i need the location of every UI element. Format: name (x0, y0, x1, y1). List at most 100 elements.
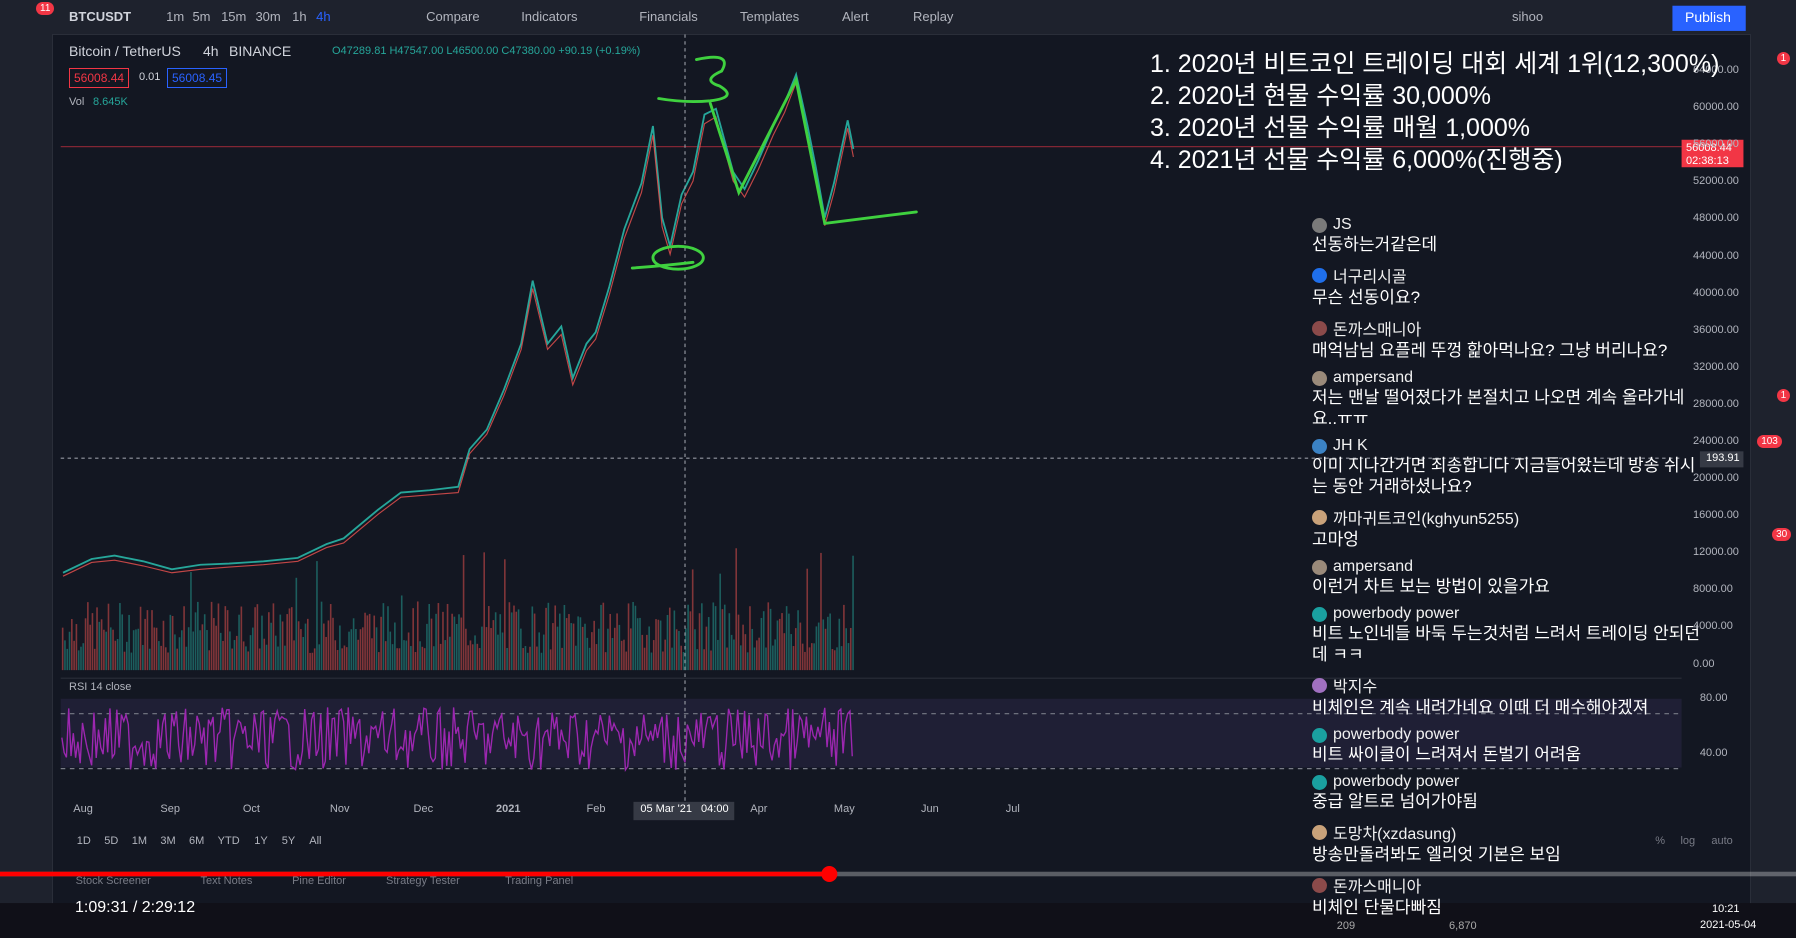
bottom-tab[interactable]: Trading Panel (505, 875, 574, 888)
volume-bar (655, 619, 657, 671)
volume-bar (817, 622, 820, 671)
price-axis-label: 12000.00 (1693, 546, 1739, 559)
bottom-tab[interactable]: Text Notes (200, 875, 253, 888)
bottom-tab[interactable]: Strategy Tester (386, 875, 460, 888)
sidebar-badge: 103 (1757, 435, 1782, 449)
volume-bar (281, 621, 284, 671)
interval[interactable]: 30m (255, 9, 281, 24)
volume-bar (531, 606, 534, 671)
volume-bar (252, 627, 254, 671)
volume-bar (726, 647, 728, 671)
price-axis-label: 8000.00 (1693, 583, 1733, 596)
volume-bar (219, 632, 222, 671)
volume-bar (533, 613, 536, 671)
toolbar-button[interactable]: Financials (639, 9, 698, 24)
volume-bar (549, 649, 552, 671)
toolbar-button[interactable]: Replay (912, 9, 954, 24)
volume-bar (400, 595, 403, 671)
volume-bar (604, 652, 607, 671)
interval[interactable]: 4h (316, 9, 331, 24)
price-axis-label: 64000.00 (1693, 64, 1739, 77)
range-button[interactable]: 5Y (281, 835, 296, 848)
range-button[interactable]: 5D (104, 835, 119, 848)
volume-bar (735, 548, 738, 671)
chat-entry: 돈까스매니아 비체인 단물다빠짐 (1312, 873, 1707, 918)
scale-option[interactable]: auto (1711, 835, 1733, 848)
bottom-tab[interactable]: Pine Editor (292, 875, 346, 888)
scale-option[interactable]: log (1680, 835, 1696, 848)
volume-bar (689, 611, 692, 671)
range-button[interactable]: 1D (76, 835, 91, 848)
volume-bar (517, 609, 520, 671)
range-button[interactable]: 1M (131, 835, 147, 848)
interval[interactable]: 5m (192, 9, 211, 24)
volume-bar (419, 641, 421, 671)
symbol[interactable]: BTCUSDT (69, 9, 132, 24)
user[interactable]: sihoo (1512, 9, 1544, 24)
volume-bar (387, 606, 389, 671)
volume-bar (712, 602, 715, 671)
volume-bar (581, 626, 584, 671)
volume-bar (778, 618, 781, 671)
time-axis-label: 2021 (496, 802, 521, 815)
volume-bar (107, 603, 110, 671)
volume-bar (167, 652, 169, 671)
range-button[interactable]: 6M (189, 835, 205, 848)
price-axis-label: 20000.00 (1693, 472, 1739, 485)
publish-button[interactable]: Publish (1685, 9, 1731, 25)
time-axis-label: 04:00 (701, 802, 729, 815)
interval[interactable]: 1h (292, 9, 307, 24)
volume-bar (506, 647, 508, 671)
overlay-line: 1. 2020년 비트코인 트레이딩 대회 세계 1위(12,300%) (1150, 49, 1720, 78)
range-button[interactable]: All (309, 835, 322, 848)
volume-bar (652, 640, 655, 671)
price-axis-label: 16000.00 (1693, 509, 1739, 522)
volume-bar (749, 606, 751, 671)
volume-bar (226, 610, 229, 671)
volume-bar (510, 612, 513, 671)
volume-bar (240, 606, 243, 671)
interval[interactable]: 1m (166, 9, 185, 24)
volume-bar (739, 645, 742, 671)
volume-bar (744, 634, 747, 671)
volume-bar (474, 635, 476, 671)
volume-bar (176, 648, 179, 671)
volume-bar (827, 616, 829, 671)
volume-bar (410, 646, 412, 671)
interval[interactable]: 15m (221, 9, 247, 24)
progress-played (0, 871, 830, 877)
chat-user-line: 도망차(xzdasung) (1312, 820, 1707, 844)
toolbar-button[interactable]: Templates (739, 9, 800, 24)
volume-bar (105, 631, 107, 671)
volume-bar (238, 614, 240, 671)
volume-bar (320, 601, 323, 671)
chat-user-line: 박지수 (1312, 673, 1707, 697)
toolbar-button[interactable]: Compare (426, 9, 480, 24)
chat-entry: 너구리시골 무슨 선동이요? (1312, 263, 1707, 308)
scale-option[interactable]: % (1655, 835, 1666, 848)
volume-bar (258, 648, 261, 671)
crosshair-price: 193.91 (1706, 452, 1740, 464)
volume-bar (769, 608, 772, 671)
toolbar-button[interactable]: Indicators (521, 9, 578, 24)
progress-handle[interactable] (821, 865, 838, 883)
volume-bar (329, 604, 332, 671)
range-button[interactable]: YTD (217, 835, 240, 848)
price-axis-label: 0.00 (1693, 657, 1715, 670)
volume-bar (723, 604, 726, 671)
sidebar-badge: 1 (1776, 389, 1791, 403)
chat-avatar (1312, 438, 1327, 454)
time-axis-label: Apr (750, 802, 768, 815)
ask: 56008.45 (167, 68, 228, 88)
volume-bar (121, 614, 124, 671)
toolbar-button[interactable]: Alert (841, 9, 869, 24)
range-button[interactable]: 1Y (254, 835, 268, 848)
volume-bar (545, 607, 547, 671)
range-button[interactable]: 3M (160, 835, 176, 848)
volume-bar (673, 610, 676, 671)
volume-bar (707, 617, 710, 671)
bottom-tab[interactable]: Stock Screener (75, 875, 151, 888)
volume-bar (311, 652, 314, 671)
volume-bar (378, 652, 380, 671)
volume-bar (515, 611, 518, 671)
